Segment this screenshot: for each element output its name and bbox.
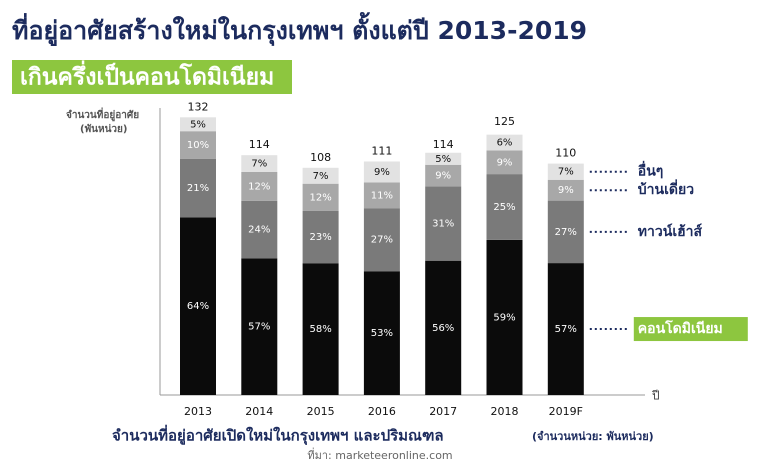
bar-segment xyxy=(241,258,278,395)
bar-segment xyxy=(180,217,216,395)
value-label: 5% xyxy=(190,119,206,130)
y-axis-label: (พันหน่วย) xyxy=(80,123,127,135)
bar-segment xyxy=(547,263,584,395)
value-label: 57% xyxy=(248,322,270,333)
value-label: 25% xyxy=(493,202,515,213)
value-label: 56% xyxy=(432,323,454,334)
bar-segment xyxy=(425,164,462,187)
bar-segment xyxy=(425,186,462,261)
bar-segment xyxy=(180,158,216,218)
value-label: 6% xyxy=(497,138,513,149)
value-label: 7% xyxy=(313,171,329,182)
value-label: 12% xyxy=(248,181,270,192)
total-label: 108 xyxy=(310,151,331,164)
bar-segment xyxy=(486,174,523,240)
bar-segment xyxy=(241,171,278,201)
value-label: 59% xyxy=(493,312,515,323)
total-label: 114 xyxy=(433,138,454,151)
bar-segment xyxy=(180,117,216,132)
legend-label: ทาวน์เฮ้าส์ xyxy=(638,223,703,240)
value-label: 21% xyxy=(187,183,209,194)
value-label: 31% xyxy=(432,219,454,230)
total-label: 110 xyxy=(555,147,576,160)
value-label: 9% xyxy=(374,167,390,178)
bar-segment xyxy=(547,179,584,201)
bar-segment xyxy=(425,152,462,165)
chart-subtitle: เกินครึ่งเป็นคอนโดมิเนียม xyxy=(20,60,274,91)
chart-title: ที่อยู่อาศัยสร้างใหม่ในกรุงเทพฯ ตั้งแต่ป… xyxy=(12,11,587,47)
value-label: 27% xyxy=(555,227,577,238)
value-label: 10% xyxy=(187,140,209,151)
caption: จำนวนที่อยู่อาศัยเปิดใหม่ในกรุงเทพฯ และป… xyxy=(112,425,444,446)
x-tick-label: 2017 xyxy=(429,405,457,418)
total-label: 132 xyxy=(188,100,209,113)
bar-segment xyxy=(547,163,584,180)
x-tick-label: 2019F xyxy=(549,405,583,418)
x-axis-label: ปี xyxy=(651,389,659,403)
legend-highlight xyxy=(633,317,748,342)
value-label: 57% xyxy=(555,324,577,335)
subtitle-box xyxy=(12,60,292,94)
legend-label: บ้านเดี่ยว xyxy=(638,179,694,198)
bar-segment xyxy=(425,260,462,395)
bar-segment xyxy=(302,263,339,395)
value-label: 27% xyxy=(371,235,393,246)
value-label: 64% xyxy=(187,301,209,312)
bar-segment xyxy=(363,182,400,209)
bar-segment xyxy=(363,161,400,183)
bar-segment xyxy=(486,239,523,395)
total-label: 111 xyxy=(371,144,392,157)
bar-segment xyxy=(363,208,400,272)
bar-segment xyxy=(180,131,216,159)
x-tick-label: 2015 xyxy=(307,405,335,418)
bar-segment xyxy=(486,134,523,151)
value-label: 23% xyxy=(309,232,331,243)
x-tick-label: 2014 xyxy=(245,405,273,418)
value-label: 12% xyxy=(309,192,331,203)
x-tick-label: 2016 xyxy=(368,405,396,418)
x-tick-label: 2018 xyxy=(491,405,519,418)
value-label: 9% xyxy=(497,157,513,168)
value-label: 9% xyxy=(435,171,451,182)
bar-segment xyxy=(302,167,339,184)
caption-unit: (จำนวนหน่วย: พันหน่วย) xyxy=(532,430,654,443)
value-label: 5% xyxy=(435,154,451,165)
total-label: 114 xyxy=(249,138,270,151)
source: ที่มา: marketeeronline.com xyxy=(307,447,452,462)
legend-label: คอนโดมิเนียม xyxy=(638,319,723,337)
value-label: 58% xyxy=(309,324,331,335)
legend-label: อื่นๆ xyxy=(638,161,664,180)
total-label: 125 xyxy=(494,115,515,128)
bar-segment xyxy=(241,155,278,172)
value-label: 11% xyxy=(371,190,393,201)
bar-segment xyxy=(241,200,278,259)
bar-segment xyxy=(302,183,339,211)
bar-segment xyxy=(363,271,400,395)
bar-segment xyxy=(547,200,584,264)
value-label: 9% xyxy=(558,185,574,196)
y-axis-label: จำนวนที่อยู่อาศัย xyxy=(66,107,139,122)
value-label: 7% xyxy=(251,159,267,170)
bar-segment xyxy=(486,150,523,175)
x-tick-label: 2013 xyxy=(184,405,212,418)
value-label: 53% xyxy=(371,328,393,339)
value-label: 7% xyxy=(558,167,574,178)
value-label: 24% xyxy=(248,225,270,236)
bar-segment xyxy=(302,210,339,264)
